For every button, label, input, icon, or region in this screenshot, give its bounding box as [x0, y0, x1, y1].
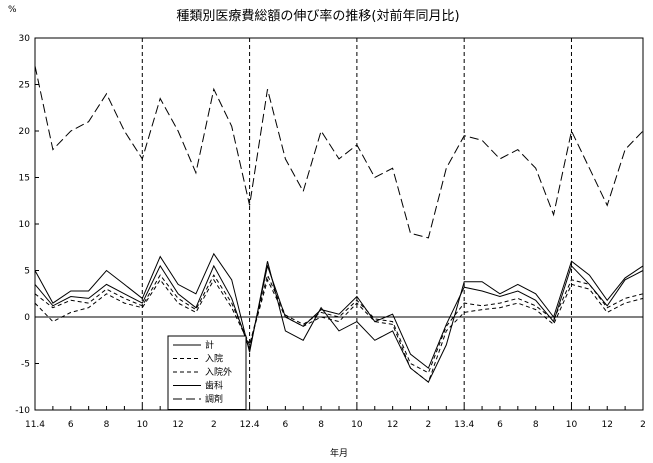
- x-tick-label: 11.4: [25, 420, 45, 430]
- series-line: [34, 264, 644, 369]
- x-tick-label: 2: [426, 420, 432, 430]
- legend-label: 入院: [205, 353, 223, 365]
- y-tick-label: 20: [19, 127, 31, 137]
- y-tick-label: 30: [19, 34, 31, 44]
- y-tick-label: -10: [15, 406, 30, 416]
- y-tick-label: -5: [21, 360, 30, 370]
- y-tick-label: 15: [19, 174, 30, 184]
- plot-border: [34, 37, 644, 411]
- x-tick-label: 2: [640, 420, 646, 430]
- legend-label: 歯科: [205, 380, 223, 392]
- x-tick-label: 12: [172, 420, 183, 430]
- x-tick-label: 8: [533, 420, 539, 430]
- y-tick-label: 0: [24, 313, 30, 323]
- legend-label: 入院外: [205, 366, 232, 378]
- x-tick-label: 8: [318, 420, 324, 430]
- x-tick-label: 6: [68, 420, 74, 430]
- legend-label: 計: [205, 339, 214, 351]
- y-axis-ticks: 30 25 20 15 10 5 0 -5 -10: [15, 34, 39, 416]
- x-tick-label: 12: [602, 420, 613, 430]
- series-lines: [34, 65, 644, 383]
- x-tick-label: 12.4: [240, 420, 260, 430]
- plot-frame: [34, 37, 644, 411]
- series-line: [34, 273, 644, 374]
- y-tick-label: 5: [24, 267, 30, 277]
- x-tick-label: 6: [497, 420, 503, 430]
- series-line: [34, 278, 644, 383]
- x-tick-label: 2: [211, 420, 217, 430]
- y-axis-unit: %: [8, 5, 17, 15]
- legend-label: 調剤: [205, 393, 223, 405]
- series-line: [34, 65, 644, 239]
- fiscal-year-dividers: [141, 38, 572, 410]
- x-tick-label: 8: [104, 420, 110, 430]
- x-axis-label: 年月: [330, 447, 348, 459]
- x-tick-label: 13.4: [454, 420, 474, 430]
- x-tick-label: 10: [566, 420, 578, 430]
- y-tick-label: 10: [19, 220, 31, 230]
- chart-title: 種類別医療費総額の伸び率の推移(対前年同月比): [176, 8, 459, 24]
- legend-box: [167, 335, 247, 410]
- x-tick-label: 6: [282, 420, 288, 430]
- y-tick-label: 25: [19, 81, 30, 91]
- series-line: [34, 252, 644, 383]
- x-tick-label: 10: [351, 420, 363, 430]
- x-tick-label: 12: [387, 420, 398, 430]
- x-tick-label: 10: [137, 420, 149, 430]
